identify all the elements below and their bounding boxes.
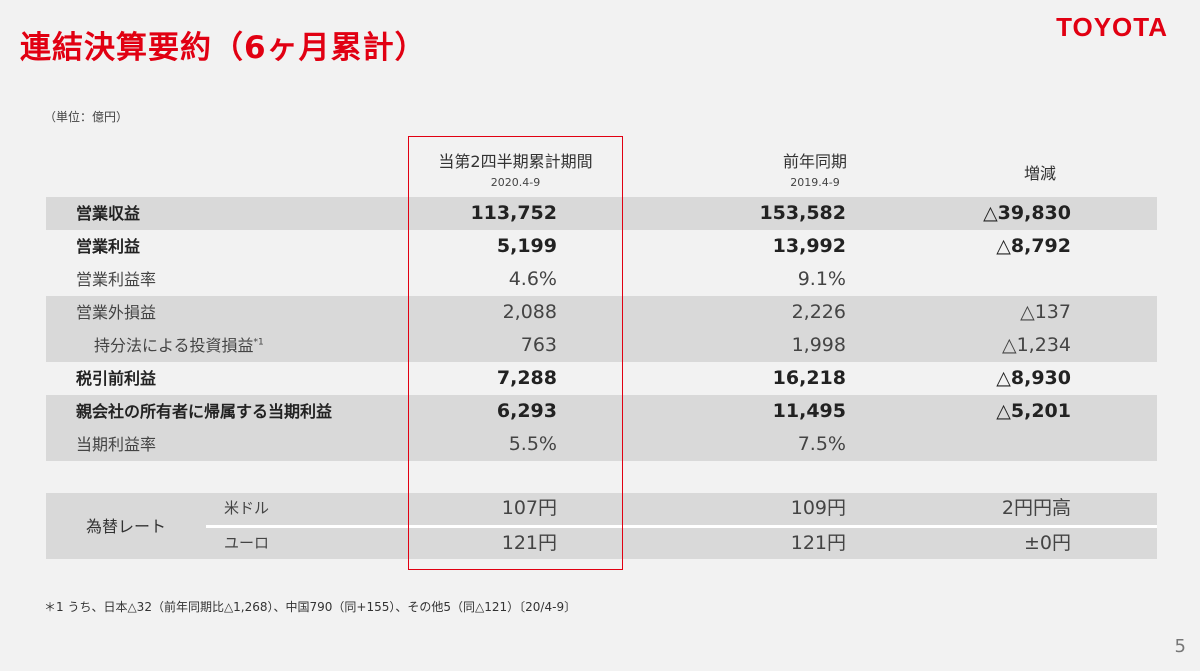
band-revenue bbox=[46, 197, 1157, 230]
value-change: △5,201 bbox=[996, 400, 1071, 422]
value-prior: 11,495 bbox=[772, 400, 846, 422]
header-change-label: 増減 bbox=[1023, 164, 1056, 183]
header-current: 当第2四半期累計期間 2020.4-9 bbox=[408, 148, 623, 189]
band-net-income bbox=[46, 395, 1157, 461]
page-number: 5 bbox=[1174, 636, 1186, 657]
value-change: △8,930 bbox=[996, 367, 1071, 389]
table-row: 営業外損益 2,088 2,226 △137 bbox=[46, 296, 1157, 329]
header-current-period: 2020.4-9 bbox=[490, 176, 541, 189]
value-current: 5.5% bbox=[508, 433, 557, 455]
header-current-label: 当第2四半期累計期間 bbox=[438, 152, 593, 171]
header-prior-period: 2019.4-9 bbox=[790, 176, 840, 189]
table-row: 税引前利益 7,288 16,218 △8,930 bbox=[46, 362, 1157, 395]
value-prior: 121円 bbox=[790, 532, 846, 554]
table-row: 営業利益率 4.6% 9.1% bbox=[46, 263, 1157, 296]
row-label: 営業利益率 bbox=[76, 270, 157, 289]
row-label: 営業収益 bbox=[76, 204, 141, 223]
value-prior: 153,582 bbox=[759, 202, 846, 224]
value-current: 121円 bbox=[501, 532, 557, 554]
header-prior: 前年同期 2019.4-9 bbox=[740, 148, 890, 189]
page-title: 連結決算要約（6ヶ月累計） bbox=[20, 30, 427, 66]
value-prior: 1,998 bbox=[791, 334, 846, 356]
row-label-wrap: 持分法による投資損益*1 bbox=[94, 329, 264, 362]
value-current: 763 bbox=[520, 334, 557, 356]
fx-row: ユーロ 121円 121円 ±0円 bbox=[46, 528, 1157, 559]
value-current: 7,288 bbox=[496, 367, 557, 389]
row-label: 親会社の所有者に帰属する当期利益 bbox=[76, 402, 333, 421]
fx-currency: ユーロ bbox=[224, 534, 270, 552]
row-label: 持分法による投資損益 bbox=[94, 336, 254, 355]
value-change: △8,792 bbox=[996, 235, 1071, 257]
value-current: 6,293 bbox=[496, 400, 557, 422]
row-label: 営業利益 bbox=[76, 237, 141, 256]
table-row: 持分法による投資損益*1 763 1,998 △1,234 bbox=[46, 329, 1157, 362]
unit-note: （単位：億円） bbox=[44, 110, 129, 124]
table-row: 親会社の所有者に帰属する当期利益 6,293 11,495 △5,201 bbox=[46, 395, 1157, 428]
value-current: 4.6% bbox=[508, 268, 557, 290]
value-change: △1,234 bbox=[1001, 334, 1071, 356]
value-prior: 13,992 bbox=[772, 235, 846, 257]
value-change: 2円円高 bbox=[1001, 497, 1071, 519]
value-current: 113,752 bbox=[470, 202, 557, 224]
band-nonoperating bbox=[46, 296, 1157, 362]
row-label: 当期利益率 bbox=[76, 435, 157, 454]
current-period-highlight bbox=[408, 136, 623, 570]
value-change: ±0円 bbox=[1023, 532, 1071, 554]
value-change: △39,830 bbox=[983, 202, 1071, 224]
fx-rate-label: 為替レート bbox=[86, 517, 167, 536]
table-row: 営業収益 113,752 153,582 △39,830 bbox=[46, 197, 1157, 230]
value-current: 107円 bbox=[501, 497, 557, 519]
value-change: △137 bbox=[1020, 301, 1071, 323]
toyota-logo: TOYOTA bbox=[1056, 12, 1168, 42]
header-prior-label: 前年同期 bbox=[782, 152, 847, 171]
value-prior: 2,226 bbox=[791, 301, 846, 323]
row-label: 営業外損益 bbox=[76, 303, 157, 322]
footnote: ＊1 うち、日本△32（前年同期比△1,268）、中国790（同+155）、その… bbox=[44, 600, 577, 614]
row-label: 税引前利益 bbox=[76, 369, 157, 388]
header-change: 増減 bbox=[990, 160, 1090, 184]
table-row: 営業利益 5,199 13,992 △8,792 bbox=[46, 230, 1157, 263]
value-prior: 9.1% bbox=[797, 268, 846, 290]
table-row: 当期利益率 5.5% 7.5% bbox=[46, 428, 1157, 461]
value-prior: 7.5% bbox=[797, 433, 846, 455]
fx-row-divider bbox=[206, 525, 1157, 528]
value-current: 2,088 bbox=[502, 301, 557, 323]
fx-row: 米ドル 107円 109円 2円円高 bbox=[46, 493, 1157, 525]
fx-currency: 米ドル bbox=[224, 499, 270, 517]
footnote-marker: *1 bbox=[253, 337, 264, 348]
value-prior: 109円 bbox=[790, 497, 846, 519]
value-current: 5,199 bbox=[496, 235, 557, 257]
value-prior: 16,218 bbox=[772, 367, 846, 389]
